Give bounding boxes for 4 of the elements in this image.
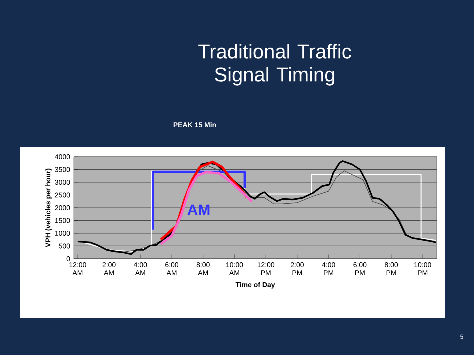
annotation: AM (188, 204, 210, 216)
line-series (160, 171, 254, 246)
chart-title: Traditional Traffic Signal Timing (198, 44, 352, 86)
line-series (160, 160, 248, 242)
